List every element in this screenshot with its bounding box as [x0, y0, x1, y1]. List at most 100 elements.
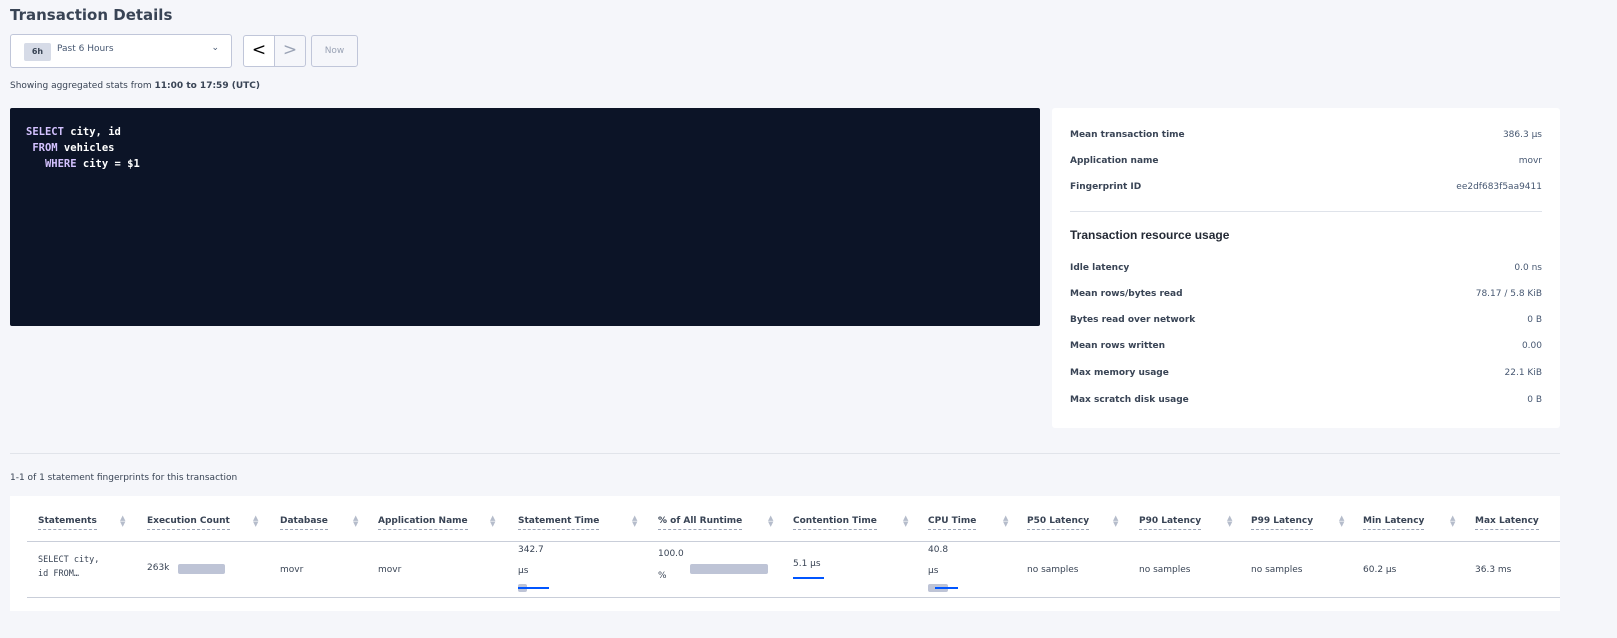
prev-time-button[interactable]: <	[243, 35, 275, 67]
cpu-time-value: 40.8	[928, 545, 949, 555]
resource-row: Mean rows/bytes read 78.17 / 5.8 KiB	[1070, 289, 1542, 299]
chevron-down-icon: ⌄	[211, 43, 219, 53]
resource-label: Mean rows written	[1070, 341, 1166, 351]
resource-label: Idle latency	[1070, 263, 1130, 273]
resource-label: Max memory usage	[1070, 368, 1169, 378]
sort-icon[interactable]: ▲ ▼	[253, 514, 259, 528]
contention-bar	[793, 577, 824, 579]
column-header[interactable]: P50 Latency	[1027, 516, 1090, 530]
database-cell: movr	[280, 565, 304, 575]
sort-icon[interactable]: ▲ ▼	[1450, 514, 1456, 528]
column-header[interactable]: Database	[280, 516, 328, 530]
column-header[interactable]: Application Name	[378, 516, 468, 530]
column-header[interactable]: CPU Time	[928, 516, 977, 530]
summary-label: Fingerprint ID	[1070, 182, 1142, 192]
transaction-summary-panel: Mean transaction time 386.3 µs Applicatio…	[1052, 108, 1560, 428]
sort-icon[interactable]: ▲ ▼	[490, 514, 496, 528]
min-latency-cell: 60.2 µs	[1363, 565, 1397, 575]
exec-count-bar	[178, 564, 225, 574]
stmt-time-bar-blue	[518, 587, 549, 589]
column-header[interactable]: Statement Time	[518, 516, 600, 530]
sort-icon[interactable]: ▲ ▼	[903, 514, 909, 528]
exec-count-cell: 263k	[147, 563, 170, 573]
stats-range-text: Showing aggregated stats from 11:00 to 1…	[10, 81, 260, 91]
statement-line: id FROM…	[38, 569, 79, 579]
summary-row: Mean transaction time 386.3 µs	[1070, 130, 1542, 140]
resource-label: Max scratch disk usage	[1070, 395, 1189, 405]
statement-line: SELECT city,	[38, 555, 100, 565]
time-range-badge: 6h	[24, 43, 51, 61]
header-divider	[27, 541, 1560, 542]
sql-code-block: SELECT city, id FROM vehicles WHERE city…	[10, 108, 1040, 326]
sql-keyword: SELECT	[26, 126, 64, 138]
resource-value: 0.00	[1521, 341, 1542, 351]
sql-text: city, id	[63, 126, 121, 138]
page-title: Transaction Details	[10, 6, 173, 24]
resource-value: 0 B	[1527, 315, 1542, 325]
app-name-cell: movr	[378, 565, 402, 575]
p99-cell: no samples	[1251, 565, 1303, 575]
resource-value: 78.17 / 5.8 KiB	[1475, 289, 1542, 299]
divider	[1070, 211, 1542, 212]
resource-label: Bytes read over network	[1070, 315, 1196, 325]
summary-value: movr	[1518, 156, 1542, 166]
resource-row: Max scratch disk usage 0 B	[1070, 395, 1542, 405]
column-header[interactable]: Execution Count	[147, 516, 230, 530]
sql-text: city = $1	[76, 158, 140, 170]
row-divider	[27, 597, 1560, 598]
resource-row: Bytes read over network 0 B	[1070, 315, 1542, 325]
column-header[interactable]: P99 Latency	[1251, 516, 1314, 530]
cpu-time-bar-blue	[935, 587, 958, 589]
time-range-label: Past 6 Hours	[57, 44, 114, 54]
column-header[interactable]: Statements	[38, 516, 97, 530]
statements-table: Statements ▲ ▼ Execution Count ▲ ▼ Database ▲ ▼ A…	[10, 496, 1560, 611]
column-header[interactable]: P90 Latency	[1139, 516, 1202, 530]
summary-row: Fingerprint ID ee2df683f5aa9411	[1070, 182, 1542, 192]
sort-icon[interactable]: ▲ ▼	[632, 514, 638, 528]
time-range-dropdown[interactable]: 6h Past 6 Hours ⌄	[10, 34, 232, 68]
sort-icon[interactable]: ▲ ▼	[353, 514, 359, 528]
runtime-pct-value: 100.0	[658, 549, 684, 559]
resource-row: Mean rows written 0.00	[1070, 341, 1542, 351]
column-header[interactable]: Max Latency	[1475, 516, 1539, 530]
resource-value: 0.0 ns	[1514, 263, 1542, 273]
p50-cell: no samples	[1027, 565, 1079, 575]
sort-icon[interactable]: ▲ ▼	[1113, 514, 1119, 528]
stmt-time-unit: µs	[518, 566, 529, 576]
contention-cell: 5.1 µs	[793, 559, 821, 569]
sql-keyword: WHERE	[26, 158, 77, 170]
stats-range-prefix: Showing aggregated stats from	[10, 81, 155, 91]
max-latency-cell: 36.3 ms	[1475, 565, 1512, 575]
column-header[interactable]: % of All Runtime	[658, 516, 743, 530]
now-button[interactable]: Now	[311, 35, 358, 67]
resource-row: Idle latency 0.0 ns	[1070, 263, 1542, 273]
next-time-button[interactable]: >	[274, 35, 306, 67]
sort-icon[interactable]: ▲ ▼	[1339, 514, 1345, 528]
sort-icon[interactable]: ▲ ▼	[1227, 514, 1233, 528]
summary-label: Application name	[1070, 156, 1159, 166]
column-header[interactable]: Contention Time	[793, 516, 877, 530]
runtime-pct-bar	[690, 564, 768, 574]
summary-value: 386.3 µs	[1502, 130, 1542, 140]
summary-label: Mean transaction time	[1070, 130, 1185, 140]
resource-value: 22.1 KiB	[1504, 368, 1542, 378]
resource-usage-title: Transaction resource usage	[1070, 228, 1230, 242]
summary-value: ee2df683f5aa9411	[1456, 182, 1542, 192]
summary-row: Application name movr	[1070, 156, 1542, 166]
resource-value: 0 B	[1527, 395, 1542, 405]
section-divider	[10, 453, 1560, 454]
sort-icon[interactable]: ▲ ▼	[768, 514, 774, 528]
p90-cell: no samples	[1139, 565, 1191, 575]
sort-icon[interactable]: ▲ ▼	[1003, 514, 1009, 528]
sql-keyword: FROM	[26, 142, 58, 154]
column-header[interactable]: Min Latency	[1363, 516, 1425, 530]
sort-icon[interactable]: ▲ ▼	[120, 514, 126, 528]
stats-range-value: 11:00 to 17:59 (UTC)	[154, 81, 260, 91]
sql-text: vehicles	[57, 142, 115, 154]
statement-cell[interactable]: SELECT city, id FROM…	[38, 553, 99, 581]
resource-label: Mean rows/bytes read	[1070, 289, 1183, 299]
fingerprint-count: 1-1 of 1 statement fingerprints for this…	[10, 473, 238, 483]
runtime-pct-unit: %	[658, 571, 667, 581]
resource-row: Max memory usage 22.1 KiB	[1070, 368, 1542, 378]
cpu-time-unit: µs	[928, 566, 939, 576]
